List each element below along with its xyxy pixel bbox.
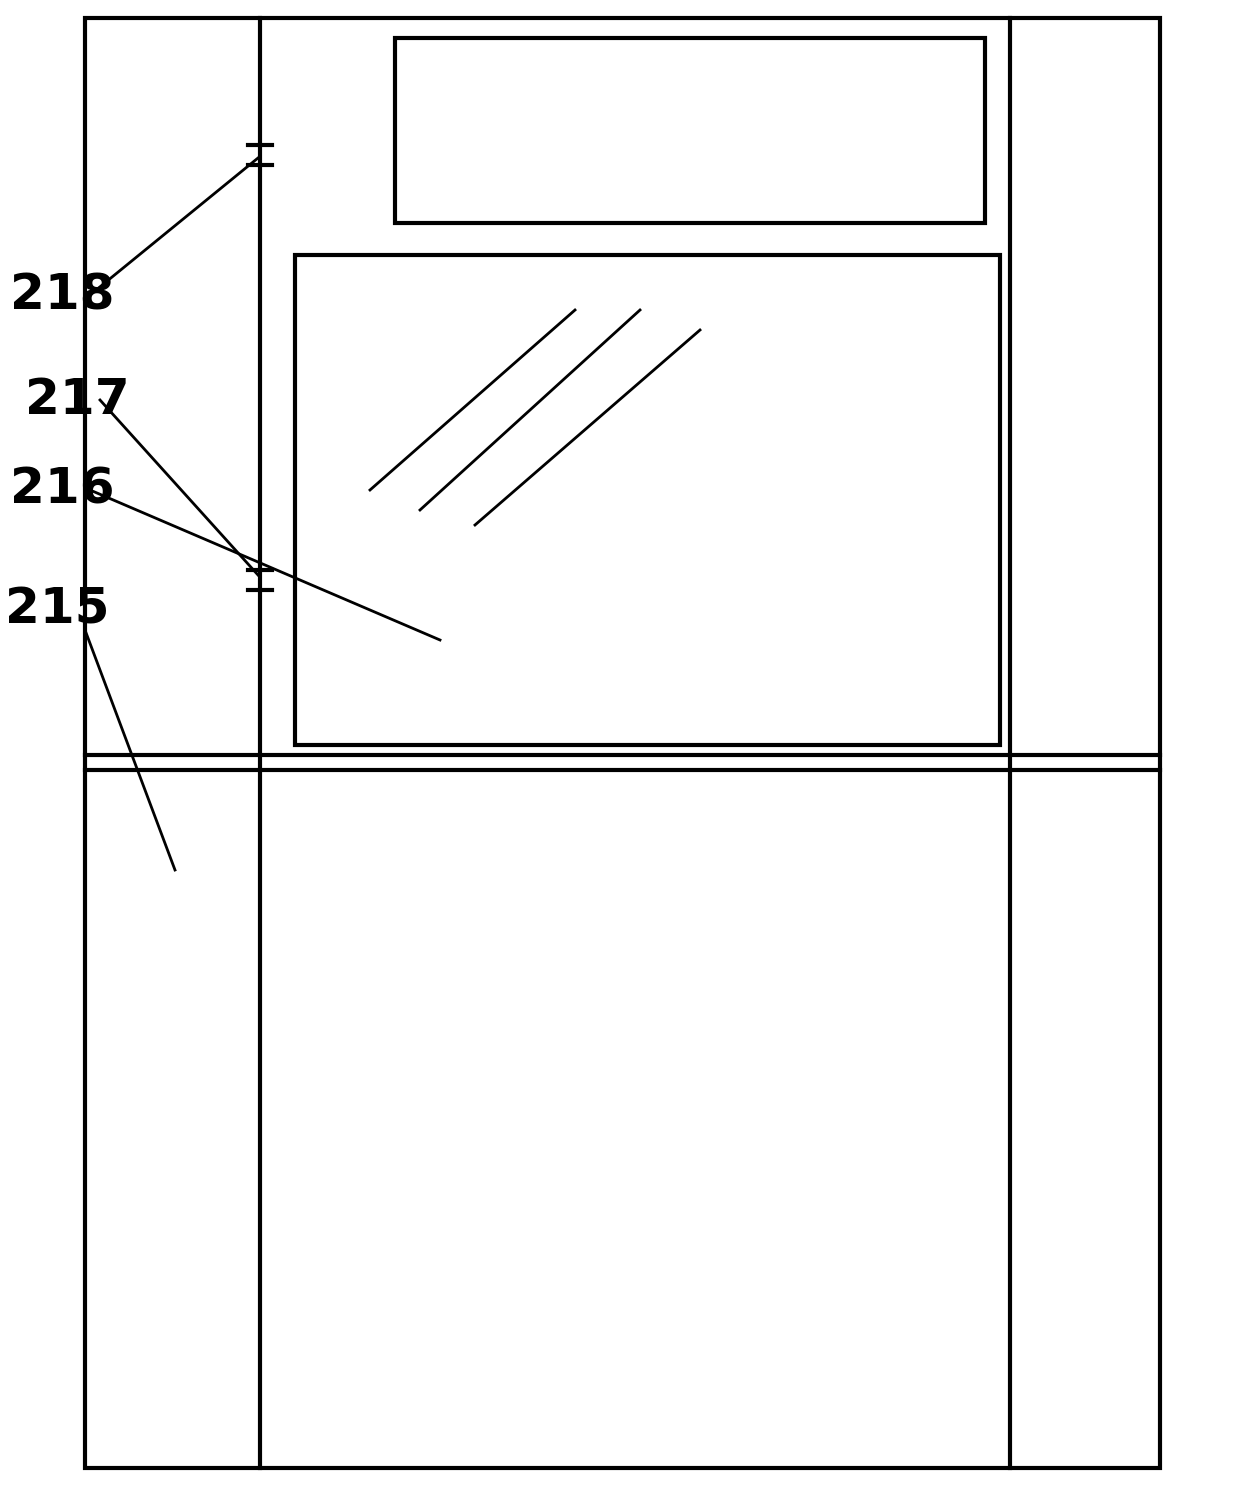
Bar — [295, 255, 999, 744]
Bar — [396, 39, 985, 223]
Text: 217: 217 — [25, 377, 130, 424]
Text: 215: 215 — [5, 587, 109, 634]
Bar — [86, 18, 1159, 1468]
Text: 218: 218 — [10, 271, 114, 319]
Text: 216: 216 — [10, 466, 114, 514]
